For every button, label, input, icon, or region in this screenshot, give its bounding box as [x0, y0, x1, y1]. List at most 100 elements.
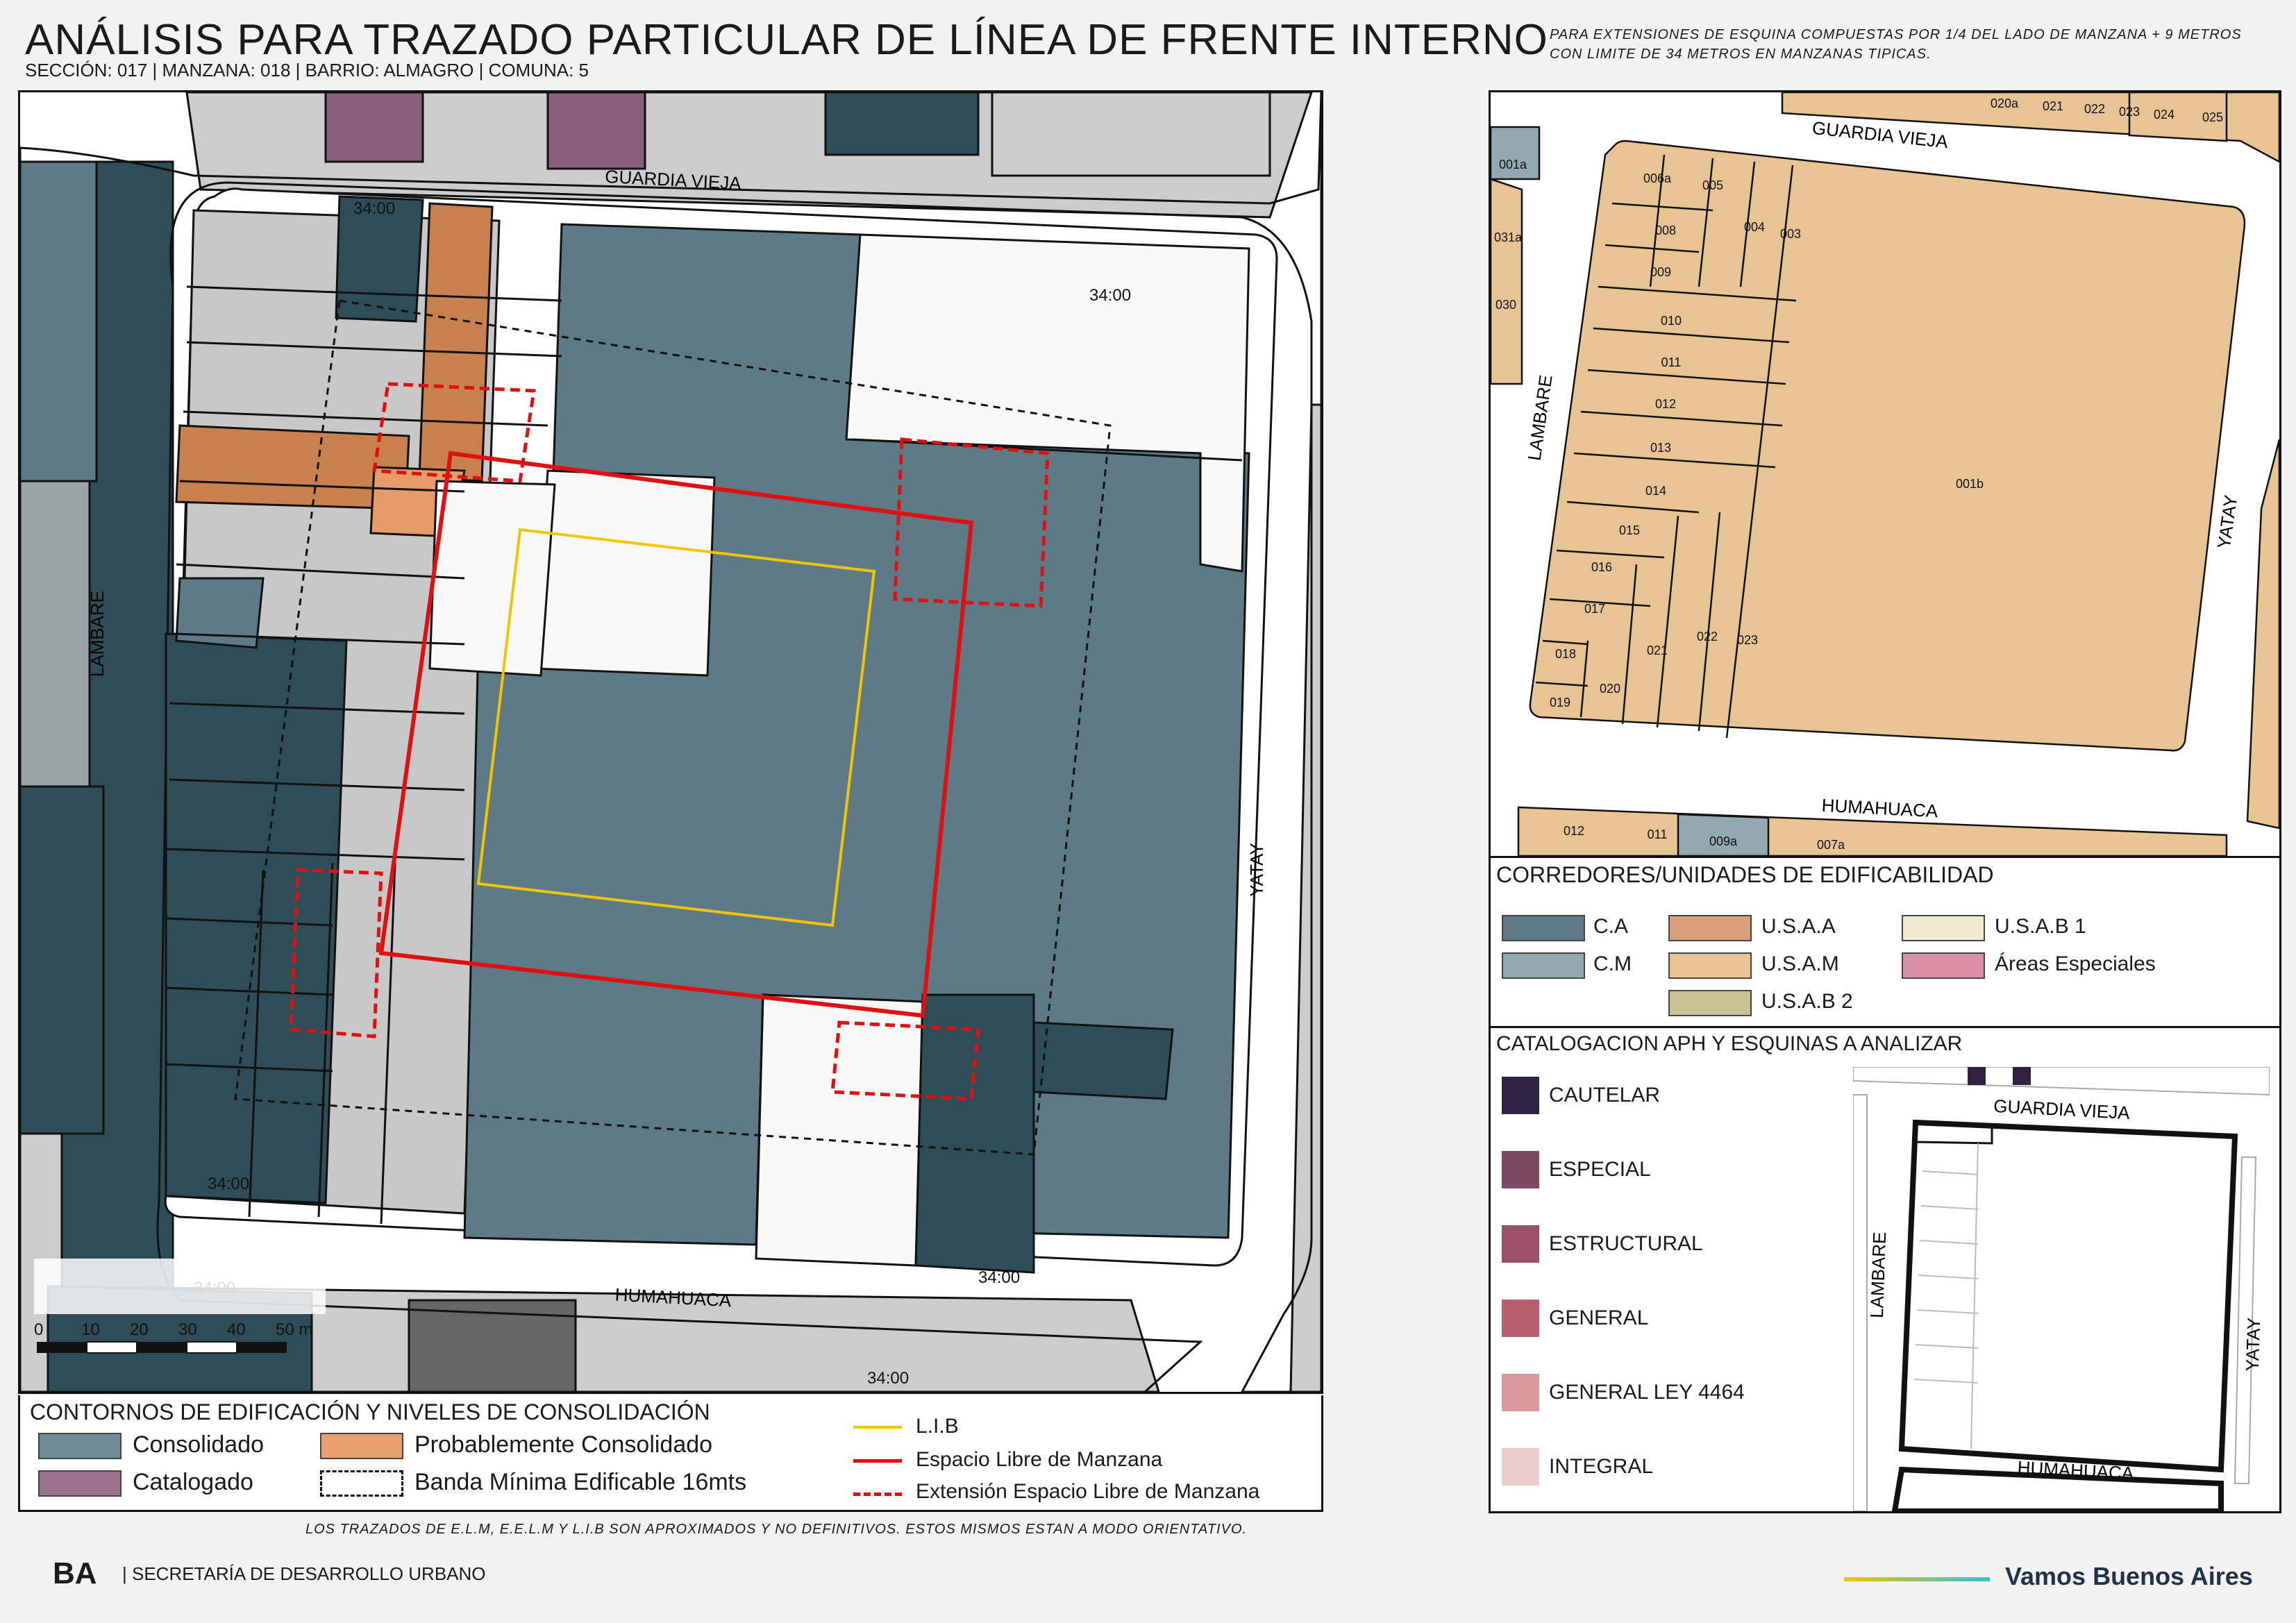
parcel-label: 003 — [1780, 227, 1801, 241]
scale-tick: 0 — [34, 1320, 43, 1339]
header-note: PARA EXTENSIONES DE ESQUINA COMPUESTAS P… — [1550, 27, 2242, 62]
probable-label: Probablemente Consolidado — [414, 1431, 713, 1458]
mini-street-west: LAMBARE — [1866, 1231, 1890, 1318]
usam-swatch — [1668, 952, 1752, 979]
catalogacion-title: CATALOGACION APH Y ESQUINAS A ANALIZAR — [1496, 1032, 1963, 1055]
page-title: ANÁLISIS PARA TRAZADO PARTICULAR DE LÍNE… — [25, 16, 1548, 64]
lib-swatch — [853, 1426, 902, 1429]
dim-label: 34:00 — [1089, 286, 1131, 305]
banda-swatch — [320, 1470, 403, 1497]
especial-swatch — [1502, 1151, 1539, 1188]
parcel-label: 007a — [1817, 838, 1845, 852]
scale-tick: 20 — [130, 1320, 149, 1339]
parcel-label: 023 — [2119, 105, 2140, 119]
cm-label: C.M — [1593, 952, 1632, 975]
probable-swatch — [320, 1433, 403, 1459]
parcel-label: 012 — [1655, 397, 1676, 411]
ba-logo: BA — [53, 1558, 114, 1590]
usaa-swatch — [1668, 915, 1752, 941]
especial-label: ESPECIAL — [1549, 1158, 1651, 1181]
integral-swatch — [1502, 1448, 1539, 1486]
parcel-label: 011 — [1648, 827, 1668, 841]
streets — [20, 92, 1321, 1392]
agency-name: | SECRETARÍA DE DESARROLLO URBANO — [122, 1563, 486, 1584]
scale-tick: 10 — [81, 1320, 100, 1339]
parcel-label: 020a — [1991, 96, 2019, 110]
brand-gradient-line — [1844, 1577, 1990, 1581]
usab1-label: U.S.A.B 1 — [1995, 915, 2086, 938]
usaa-label: U.S.A.A — [1761, 915, 1836, 938]
usab2-swatch — [1668, 990, 1752, 1016]
estructural-swatch — [1502, 1225, 1539, 1263]
parcel-label: 025 — [2202, 110, 2223, 124]
elm-swatch — [853, 1459, 902, 1463]
estructural-label: ESTRUCTURAL — [1549, 1232, 1703, 1255]
parcel-label: 022 — [2084, 102, 2105, 116]
ca-label: C.A — [1593, 915, 1629, 938]
banda-label: Banda Mínima Edificable 16mts — [414, 1469, 747, 1495]
mini-street-east: YATAY — [2242, 1317, 2265, 1372]
street-west: LAMBARE — [87, 591, 108, 677]
consolidado-swatch — [38, 1433, 121, 1459]
mini-map[interactable]: GUARDIA VIEJA HUMAHUACA LAMBARE YATAY — [1853, 1067, 2270, 1511]
consolidado-label: Consolidado — [133, 1431, 265, 1458]
parcel-label: 005 — [1702, 178, 1723, 192]
ca-swatch — [1502, 915, 1585, 941]
parcel-label: 016 — [1591, 560, 1612, 574]
general-ley-label: GENERAL LEY 4464 — [1549, 1381, 1745, 1404]
scale-tick: 50 m — [276, 1320, 312, 1339]
dim-label: 34:00 — [353, 199, 395, 218]
ba-logo-text: BA — [53, 1556, 97, 1590]
slogan: Vamos Buenos Aires — [2005, 1562, 2253, 1590]
parcel-label: 013 — [1650, 441, 1671, 455]
parcel-label: 004 — [1744, 220, 1765, 234]
scale-bar: 0 10 20 30 40 50 m — [34, 1259, 326, 1354]
parcel-label: 031a — [1494, 230, 1523, 244]
dim-label: 34:00 — [208, 1175, 249, 1193]
parcel-label: 009a — [1709, 834, 1738, 848]
scale-tick: 40 — [227, 1320, 246, 1339]
main-map[interactable]: GUARDIA VIEJA HUMAHUACA LAMBARE YATAY 34… — [20, 92, 1321, 1392]
general-ley-swatch — [1502, 1374, 1539, 1411]
parcel-map[interactable]: 020a 021 022 023 024 025 001a 031a 030 0… — [1491, 92, 2279, 856]
contours-legend-title: CONTORNOS DE EDIFICACIÓN Y NIVELES DE CO… — [30, 1399, 710, 1424]
dim-label: 34:00 — [867, 1369, 909, 1388]
lib-label: L.I.B — [916, 1415, 959, 1438]
general-swatch — [1502, 1300, 1539, 1337]
parcel-label: 023 — [1737, 633, 1758, 647]
catalogacion-legend: CATALOGACION APH Y ESQUINAS A ANALIZAR C… — [1489, 1026, 2281, 1513]
usam-label: U.S.A.M — [1761, 952, 1839, 975]
parcel-label: 020 — [1600, 682, 1620, 696]
parcel-label: 001a — [1499, 158, 1527, 171]
parcel-label: 021 — [2043, 99, 2063, 113]
eelm-label: Extensión Espacio Libre de Manzana — [916, 1480, 1260, 1503]
street-east: YATAY — [1246, 843, 1267, 897]
elm-outline — [378, 451, 974, 1018]
parcel-label: 008 — [1655, 224, 1676, 237]
areas-especiales-swatch — [1902, 952, 1985, 979]
parcel-label: 012 — [1564, 824, 1584, 838]
catalogado-swatch — [38, 1470, 121, 1497]
parcel-label: 024 — [2154, 108, 2175, 121]
parcel-label: 021 — [1647, 644, 1668, 657]
parcel-label: 011 — [1661, 355, 1682, 369]
parcel-label: 014 — [1645, 484, 1666, 498]
parcel-label: 009 — [1650, 265, 1671, 279]
main-map-panel: GUARDIA VIEJA HUMAHUACA LAMBARE YATAY 34… — [18, 90, 1323, 1394]
general-label: GENERAL — [1549, 1306, 1649, 1329]
parcel-label: 018 — [1555, 647, 1576, 661]
dim-label: 34:00 — [978, 1268, 1020, 1287]
corredores-legend: CORREDORES/UNIDADES DE EDIFICABILIDAD C.… — [1489, 856, 2281, 1028]
parcel-label: 001b — [1956, 477, 1984, 491]
parcel-label: 010 — [1661, 314, 1682, 328]
parcel-label: 017 — [1584, 602, 1605, 616]
elm-label: Espacio Libre de Manzana — [916, 1448, 1163, 1471]
lot-lines — [165, 285, 1243, 1245]
parcel-label: 019 — [1550, 696, 1570, 709]
eelm-swatch — [853, 1492, 902, 1496]
page-subtitle: SECCIÓN: 017 | MANZANA: 018 | BARRIO: AL… — [25, 60, 589, 81]
eelm-outlines — [289, 382, 1050, 1101]
parcel-label: 015 — [1619, 523, 1640, 537]
integral-label: INTEGRAL — [1549, 1455, 1654, 1478]
cautelar-swatch — [1502, 1077, 1539, 1114]
